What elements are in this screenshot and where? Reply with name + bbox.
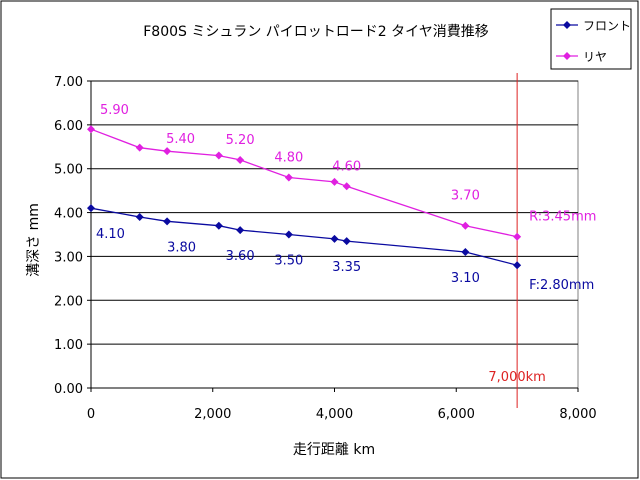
series-0-marker <box>87 204 95 213</box>
x-tick-label: 8,000 <box>559 407 596 422</box>
series-1-data-label: 5.20 <box>226 133 255 148</box>
series-0-marker <box>236 226 245 235</box>
series-1-marker <box>284 173 293 182</box>
y-axis-title: 溝深さ mm <box>26 203 42 277</box>
series-1-marker <box>461 221 470 230</box>
series-0-data-label: 3.60 <box>226 249 255 264</box>
chart-title: F800S ミシュラン パイロットロード2 タイヤ消費推移 <box>143 24 489 40</box>
series-1-marker <box>135 143 144 152</box>
series-0-marker <box>461 248 470 257</box>
series-1-marker <box>342 182 351 191</box>
series-1-marker <box>87 125 95 134</box>
y-tick-label: 1.00 <box>54 338 83 353</box>
series-0-data-label: F:2.80mm <box>529 278 594 293</box>
series-0-marker <box>513 261 522 270</box>
legend-swatch-marker <box>563 52 571 60</box>
reference-line-label: 7,000km <box>488 370 545 385</box>
series-1-data-label: 4.60 <box>332 159 361 174</box>
series-1-marker <box>236 155 245 164</box>
y-tick-label: 0.00 <box>54 382 83 397</box>
legend-box <box>550 8 632 70</box>
y-tick-label: 6.00 <box>54 119 83 134</box>
series-1-data-label: 5.90 <box>100 103 129 118</box>
series-0-data-label: 4.10 <box>96 227 125 242</box>
x-tick-label: 6,000 <box>438 407 475 422</box>
series-1-marker <box>163 147 172 156</box>
series-0-marker <box>284 230 293 239</box>
legend-swatch-marker <box>563 21 571 29</box>
series-0-data-label: 3.35 <box>332 260 361 275</box>
series-0-marker <box>135 212 144 221</box>
series-1-data-label: 5.40 <box>166 132 195 147</box>
legend-label: フロント <box>583 19 631 33</box>
series-1-marker <box>330 177 339 186</box>
y-tick-label: 2.00 <box>54 294 83 309</box>
y-tick-label: 7.00 <box>54 75 83 90</box>
series-0-marker <box>330 234 339 243</box>
series-0-marker <box>163 217 172 226</box>
legend-label: リヤ <box>583 50 607 64</box>
series-0-data-label: 3.50 <box>274 254 303 269</box>
series-0-data-label: 3.10 <box>451 271 480 286</box>
y-tick-label: 4.00 <box>54 207 83 222</box>
series-1-data-label: R:3.45mm <box>529 210 596 225</box>
series-1-marker <box>214 151 223 160</box>
series-line-1 <box>90 128 518 238</box>
y-tick-label: 5.00 <box>54 163 83 178</box>
x-tick-label: 4,000 <box>316 407 353 422</box>
series-0-marker <box>214 221 223 230</box>
series-line-0 <box>90 207 518 266</box>
series-0-marker <box>342 237 351 246</box>
x-tick-label: 0 <box>87 407 95 422</box>
series-1-data-label: 3.70 <box>451 189 480 204</box>
series-0-data-label: 3.80 <box>167 240 196 255</box>
x-tick-label: 2,000 <box>194 407 231 422</box>
series-1-data-label: 4.80 <box>274 150 303 165</box>
y-tick-label: 3.00 <box>54 250 83 265</box>
x-axis-title: 走行距離 km <box>293 441 375 458</box>
series-1-marker <box>513 232 522 241</box>
